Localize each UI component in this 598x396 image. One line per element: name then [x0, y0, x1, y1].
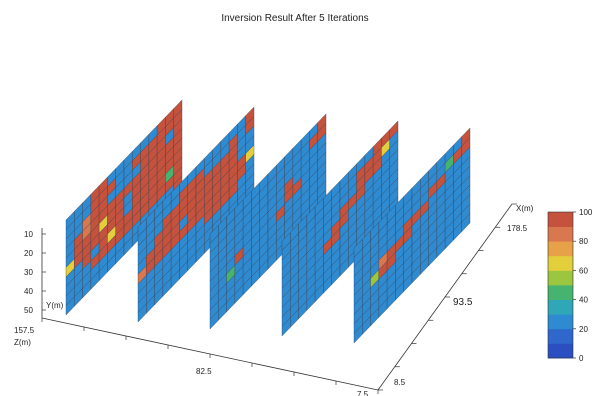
colorbar-band — [548, 226, 573, 242]
slice-cell — [461, 213, 471, 233]
axes-group: 10 20 30 40 50 Y(m) 157.5 82.5 7.5 Z(m) 178.5 93.5 8… — [14, 203, 534, 396]
x-tick-label: 8.5 — [394, 378, 406, 387]
slice-5 — [353, 127, 471, 344]
colorbar-band — [548, 328, 573, 344]
vertical-tick-label: 10 — [24, 230, 33, 239]
vertical-tick-label: 20 — [24, 249, 33, 258]
z-axis-label: Z(m) — [14, 338, 31, 347]
colorbar-band — [548, 241, 573, 257]
slice-3 — [209, 113, 327, 330]
z-tick-label: 7.5 — [357, 390, 369, 396]
colorbar-band — [548, 314, 573, 330]
colorbar-tick-label: 20 — [579, 325, 588, 334]
colorbar-band — [548, 299, 573, 315]
vertical-tick-label: 30 — [24, 268, 33, 277]
colorbar: 100 80 60 40 20 0 — [547, 208, 593, 363]
colorbar-band — [548, 343, 573, 359]
colorbar-band — [548, 285, 573, 300]
colorbar-tick-label: 100 — [579, 208, 593, 217]
chart-title: Inversion Result After 5 Iterations — [221, 13, 368, 24]
colorbar-tick-label: 80 — [579, 237, 588, 246]
x-tick-label: 178.5 — [507, 224, 528, 233]
slice-2 — [137, 106, 255, 323]
colorbar-tick-label: 0 — [579, 354, 584, 363]
x-axis-label: X(m) — [516, 204, 534, 213]
x-tick-label: 93.5 — [453, 297, 473, 308]
colorbar-band — [548, 212, 573, 227]
vertical-tick-label: 50 — [24, 306, 33, 315]
vertical-tick-label: 40 — [24, 287, 33, 296]
colorbar-tick-label: 40 — [579, 296, 588, 305]
colorbar-frame — [547, 211, 574, 359]
z-tick-label: 82.5 — [196, 367, 212, 376]
slice-group — [65, 99, 471, 344]
y-axis-label: Y(m) — [46, 301, 64, 310]
colorbar-tick-label: 60 — [579, 266, 588, 275]
z-tick-label: 157.5 — [14, 326, 35, 335]
colorbar-band — [548, 255, 573, 271]
colorbar-band — [548, 270, 573, 286]
